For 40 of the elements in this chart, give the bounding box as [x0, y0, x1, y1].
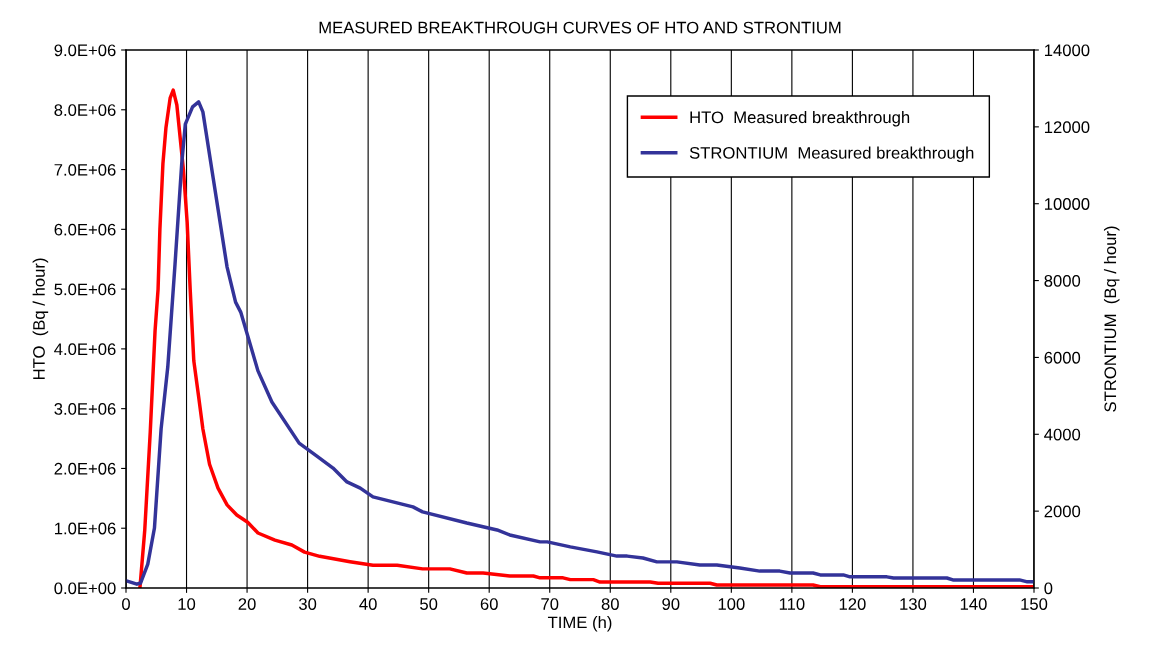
y2-tick-label: 2000 [1044, 505, 1081, 518]
y-tick-label: 8.0E+06 [54, 104, 116, 116]
x-tick-label: 150 [1021, 598, 1048, 610]
x-tick-label: 80 [601, 598, 619, 610]
legend-label: HTO Measured breakthrough [690, 110, 910, 127]
y-tick-label: 3.0E+06 [54, 403, 116, 415]
y2-tick-label: 14000 [1044, 44, 1090, 57]
y-tick-label: 2.0E+06 [54, 462, 116, 475]
x-tick-label: 140 [960, 598, 987, 610]
x-tick-label: 20 [238, 598, 256, 610]
y-tick-label: 7.0E+06 [54, 163, 116, 176]
y-tick-label: 1.0E+06 [54, 522, 116, 535]
x-tick-label: 130 [900, 598, 927, 610]
legend-label: STRONTIUM Measured breakthrough [689, 146, 974, 163]
x-tick-label: 10 [178, 598, 196, 610]
y-axis-title: HTO (Bq / hour) [32, 258, 49, 380]
x-tick-label: 0 [122, 598, 130, 610]
x-tick-label: 40 [359, 598, 377, 610]
y2-tick-label: 12000 [1044, 121, 1090, 134]
chart-title: MEASURED BREAKTHROUGH CURVES OF HTO AND STRONTIUM [319, 21, 841, 34]
x-tick-label: 90 [662, 598, 680, 610]
x-tick-label: 100 [718, 598, 745, 610]
x-tick-label: 50 [420, 598, 438, 610]
x-axis-title: TIME (h) [547, 616, 612, 632]
y-tick-label: 0.0E+00 [54, 582, 116, 595]
y-tick-label: 4.0E+06 [54, 343, 116, 356]
y-tick-label: 5.0E+06 [54, 283, 116, 296]
x-tick-label: 30 [298, 598, 317, 610]
y-tick-label: 9.0E+06 [54, 44, 116, 57]
y2-axis-title: STRONTIUM (Bq / hour) [1103, 226, 1120, 412]
x-tick-label: 70 [541, 598, 559, 610]
y2-tick-label: 8000 [1044, 274, 1081, 287]
y2-tick-label: 0 [1044, 582, 1053, 595]
y2-tick-label: 6000 [1044, 351, 1081, 364]
y2-tick-label: 10000 [1044, 198, 1090, 210]
x-tick-label: 110 [779, 598, 805, 610]
y2-tick-label: 4000 [1044, 428, 1081, 441]
x-tick-label: 60 [480, 598, 498, 610]
y-tick-label: 6.0E+06 [54, 223, 116, 236]
x-tick-label: 120 [839, 598, 866, 610]
